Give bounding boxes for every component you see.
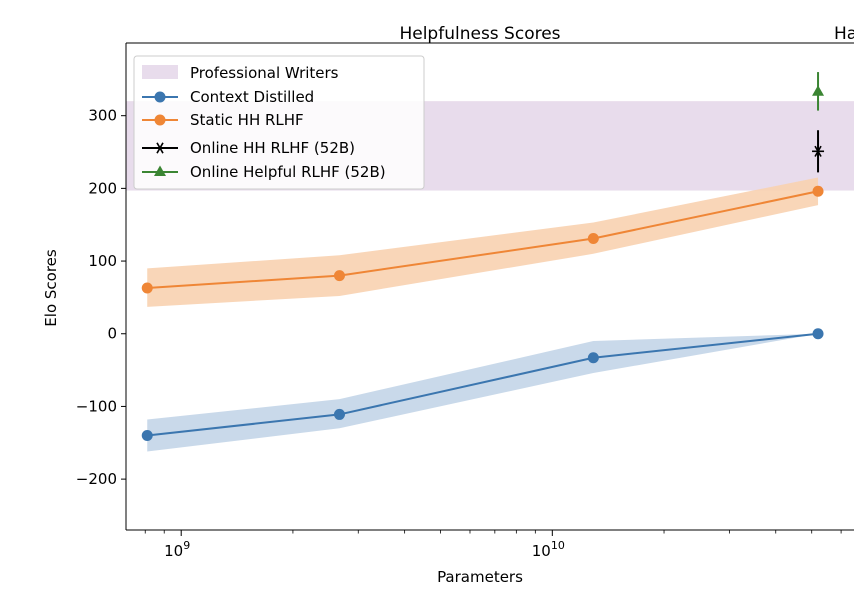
clipped-next-chart-title: Ha <box>834 24 854 44</box>
context-distilled-line <box>147 332 819 437</box>
x-axis: 109 1010 <box>144 530 842 560</box>
context-distilled-point <box>333 408 345 420</box>
legend-entry-online-hh-rlhf: Online HH RLHF (52B) <box>142 139 355 157</box>
legend-label-online-helpful-rlhf: Online Helpful RLHF (52B) <box>190 163 386 181</box>
point-online-helpful-rlhf-52b <box>812 72 825 111</box>
static-hh-rlhf-point <box>812 185 824 197</box>
static-hh-rlhf-point <box>587 233 599 245</box>
static-hh-rlhf-point <box>333 270 345 282</box>
y-axis-label: Elo Scores <box>42 249 60 327</box>
plot-frame <box>125 42 854 531</box>
legend-label-professional-writers: Professional Writers <box>190 64 339 82</box>
static-hh-rlhf-point <box>141 282 153 294</box>
series-layer <box>141 177 824 452</box>
legend-entry-context-distilled: Context Distilled <box>142 88 314 106</box>
online-helpful-rlhf-52b-triangle-marker <box>812 85 825 96</box>
series-context-distilled <box>141 328 824 452</box>
legend-marker-context-distilled <box>154 91 166 103</box>
x-axis-label: Parameters <box>437 568 523 586</box>
points-layer <box>812 72 825 173</box>
legend-entry-static-hh-rlhf: Static HH RLHF <box>142 111 304 129</box>
legend-triangle-marker <box>154 165 166 176</box>
context-distilled-point <box>141 430 153 442</box>
legend-label-static-hh-rlhf: Static HH RLHF <box>190 111 304 129</box>
context-distilled-point <box>587 352 599 364</box>
point-online-hh-rlhf-52b <box>812 130 825 173</box>
static-hh-rlhf-confidence-band <box>147 177 819 307</box>
y-tick-label: 100 <box>88 252 117 270</box>
context-distilled-confidence-band <box>147 333 819 452</box>
y-tick-label: −100 <box>76 397 117 415</box>
x-tick-label: 1010 <box>532 539 565 560</box>
legend-box <box>133 55 425 190</box>
legend: Professional Writers Context Distilled S… <box>133 55 425 190</box>
legend-marker-static-hh-rlhf <box>154 114 166 126</box>
series-static-hh-rlhf <box>141 177 824 307</box>
legend-band-swatch <box>142 65 178 79</box>
chart-title: Helpfulness Scores <box>399 24 560 44</box>
y-tick-label: −200 <box>76 470 117 488</box>
y-tick-label: 0 <box>107 325 117 343</box>
online-hh-rlhf-52b-star-marker <box>812 145 825 157</box>
star-stroke <box>814 145 822 157</box>
x-tick-label: 109 <box>164 539 190 560</box>
legend-entry-professional-writers: Professional Writers <box>142 64 339 82</box>
context-distilled-point <box>812 328 824 340</box>
static-hh-rlhf-line <box>147 190 819 289</box>
legend-label-context-distilled: Context Distilled <box>190 88 314 106</box>
legend-label-online-hh-rlhf: Online HH RLHF (52B) <box>190 139 355 157</box>
y-axis: −200 −100 0 100 200 300 <box>76 107 126 488</box>
y-tick-label: 200 <box>88 179 117 197</box>
y-tick-label: 300 <box>88 107 117 125</box>
legend-entry-online-helpful-rlhf: Online Helpful RLHF (52B) <box>142 163 386 181</box>
legend-star-marker <box>154 142 166 154</box>
